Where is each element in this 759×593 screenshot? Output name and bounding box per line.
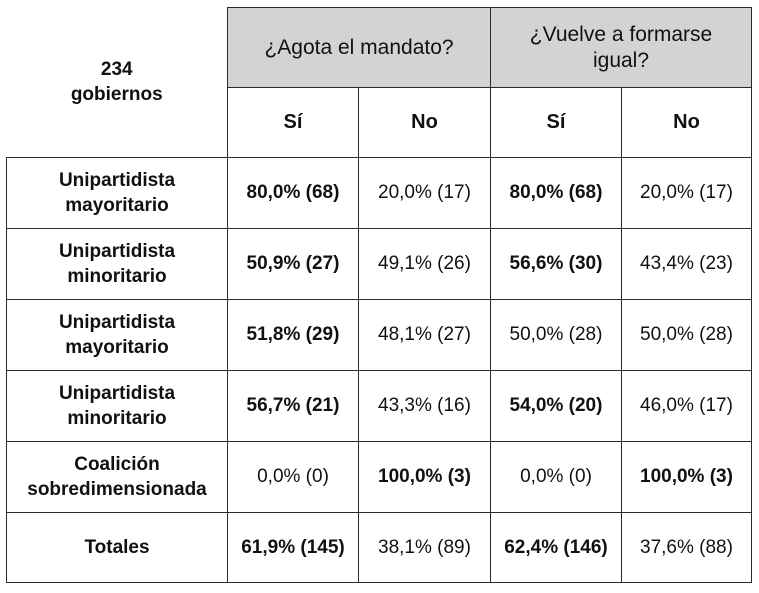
row-label: Coalición sobredimensionada — [6, 441, 228, 513]
table-cell: 20,0% (17) — [358, 157, 491, 229]
table-cell: 43,4% (23) — [621, 228, 752, 300]
table-row: Unipartidista minoritario 56,7% (21) 43,3% … — [6, 370, 752, 442]
table-body: Unipartidista mayoritario 80,0% (68) 20,0% … — [6, 157, 752, 583]
table-cell: 56,6% (30) — [490, 228, 622, 300]
table-cell: 54,0% (20) — [490, 370, 622, 442]
row-label: Unipartidista mayoritario — [6, 157, 228, 229]
table-row: Unipartidista mayoritario 51,8% (29) 48,1% … — [6, 299, 752, 371]
group-header-reform: ¿Vuelve a formarse igual? — [490, 7, 752, 88]
row-label-line-1: Totales — [84, 537, 150, 558]
subheader-yes-reform: Sí — [490, 87, 622, 158]
row-label: Unipartidista mayoritario — [6, 299, 228, 371]
subheader-yes-term: Sí — [227, 87, 359, 158]
table-cell: 56,7% (21) — [227, 370, 359, 442]
governments-table: 234 gobiernos ¿Agota el mandato? ¿Vuelve… — [6, 7, 752, 583]
corner-line-2: gobiernos — [70, 84, 163, 106]
row-label: Totales — [6, 512, 228, 583]
row-label-line-1: Unipartidista — [58, 241, 176, 262]
table-cell: 48,1% (27) — [358, 299, 491, 371]
table-cell: 61,9% (145) — [227, 512, 359, 583]
group-header-reform-line-2: igual? — [592, 48, 650, 72]
table-cell: 37,6% (88) — [621, 512, 752, 583]
table-cell: 46,0% (17) — [621, 370, 752, 442]
row-label-line-1: Unipartidista — [58, 170, 176, 191]
table-cell: 62,4% (146) — [490, 512, 622, 583]
table-cell: 100,0% (3) — [358, 441, 491, 513]
row-label-line-2: mayoritario — [65, 337, 169, 358]
row-label-line-1: Unipartidista — [58, 312, 176, 333]
table-cell: 43,3% (16) — [358, 370, 491, 442]
table-row: Unipartidista mayoritario 80,0% (68) 20,0% … — [6, 157, 752, 229]
corner-line-1: 234 — [100, 59, 133, 81]
row-label-line-2: mayoritario — [65, 195, 169, 216]
row-label: Unipartidista minoritario — [6, 228, 228, 300]
table-row: Unipartidista minoritario 50,9% (27) 49,1% … — [6, 228, 752, 300]
table-cell: 80,0% (68) — [490, 157, 622, 229]
group-header-row: 234 gobiernos ¿Agota el mandato? ¿Vuelve… — [6, 7, 752, 158]
group-header-term: ¿Agota el mandato? — [227, 7, 491, 88]
row-label-line-1: Coalición — [74, 454, 160, 475]
table-cell: 20,0% (17) — [621, 157, 752, 229]
table-cell: 50,0% (28) — [490, 299, 622, 371]
row-label-line-2: minoritario — [67, 408, 167, 429]
table-row: Totales 61,9% (145) 38,1% (89) 62,4% (146) 3… — [6, 512, 752, 583]
corner-cell: 234 gobiernos — [6, 7, 228, 158]
table-row: Coalición sobredimensionada 0,0% (0) 100,0%… — [6, 441, 752, 513]
table-cell: 50,9% (27) — [227, 228, 359, 300]
subheader-row: Sí No Sí No — [7, 87, 752, 158]
group-header-term-label: ¿Agota el mandato? — [264, 35, 454, 59]
table-cell: 38,1% (89) — [358, 512, 491, 583]
table-cell: 0,0% (0) — [227, 441, 359, 513]
table-cell: 50,0% (28) — [621, 299, 752, 371]
row-label-line-2: sobredimensionada — [27, 479, 207, 500]
row-label-line-2: minoritario — [67, 266, 167, 287]
table-cell: 0,0% (0) — [490, 441, 622, 513]
table-cell: 100,0% (3) — [621, 441, 752, 513]
table-cell: 51,8% (29) — [227, 299, 359, 371]
group-header-reform-line-1: ¿Vuelve a formarse — [529, 22, 713, 46]
table-cell: 49,1% (26) — [358, 228, 491, 300]
table-cell: 80,0% (68) — [227, 157, 359, 229]
subheader-no-reform: No — [621, 87, 752, 158]
row-label-line-1: Unipartidista — [58, 383, 176, 404]
row-label: Unipartidista minoritario — [6, 370, 228, 442]
subheader-no-term: No — [358, 87, 491, 158]
